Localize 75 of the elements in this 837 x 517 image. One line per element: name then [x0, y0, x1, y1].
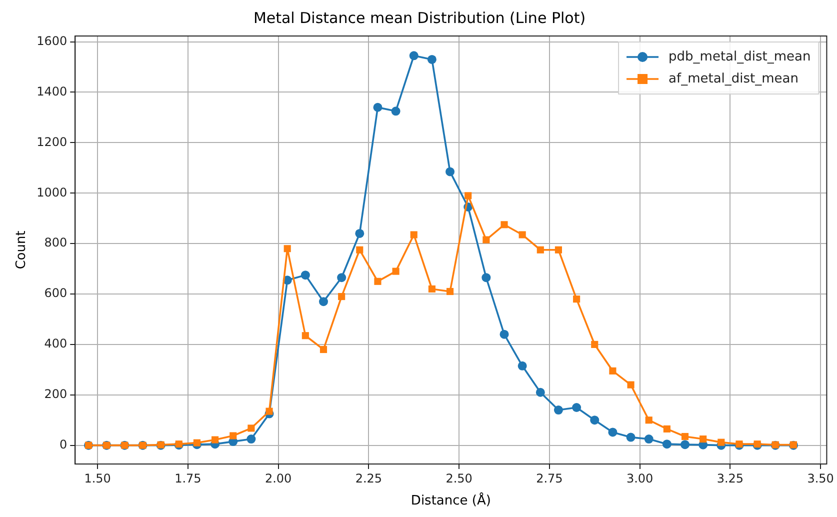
- point: [300, 270, 310, 280]
- x-tick-label: 1.50: [84, 471, 111, 486]
- point: [609, 367, 616, 374]
- x-tick-label: 1.75: [174, 471, 202, 486]
- point: [246, 434, 256, 444]
- x-tick-label: 2.00: [264, 471, 292, 486]
- y-tick-label: 1000: [36, 185, 68, 200]
- point: [626, 432, 636, 442]
- point: [482, 273, 491, 282]
- point: [193, 439, 201, 446]
- point: [608, 428, 618, 437]
- point: [392, 268, 400, 275]
- point: [319, 297, 328, 306]
- legend-label: pdb_metal_dist_mean: [668, 49, 811, 64]
- point: [554, 406, 563, 415]
- y-tick-label: 0: [60, 437, 68, 452]
- point: [518, 361, 527, 370]
- y-tick-label: 1600: [36, 34, 68, 48]
- point: [338, 292, 346, 300]
- point: [536, 388, 545, 397]
- x-tick-label: 2.25: [355, 471, 382, 486]
- point: [500, 221, 508, 228]
- point: [572, 403, 582, 412]
- point: [446, 167, 455, 176]
- point: [482, 236, 490, 244]
- point: [644, 434, 654, 444]
- x-tick-label: 3.25: [716, 471, 744, 486]
- point: [446, 288, 454, 296]
- x-axis-title: Distance (Å): [410, 492, 491, 509]
- point: [573, 296, 580, 303]
- y-tick-label: 200: [44, 387, 68, 402]
- point: [212, 436, 219, 444]
- point: [662, 440, 672, 449]
- point: [663, 425, 670, 432]
- point: [374, 278, 382, 285]
- point: [536, 246, 544, 254]
- y-tick-label: 1400: [36, 84, 68, 98]
- point: [500, 330, 509, 339]
- y-tick-label: 800: [44, 236, 68, 250]
- x-tick-label: 3.50: [807, 471, 834, 486]
- point: [700, 435, 707, 443]
- point: [391, 106, 400, 116]
- point: [302, 332, 309, 340]
- point: [627, 381, 634, 388]
- point: [591, 340, 598, 348]
- y-tick-label: 600: [44, 286, 68, 300]
- point: [284, 245, 291, 252]
- point: [320, 346, 328, 354]
- point: [554, 246, 562, 254]
- point: [356, 246, 364, 254]
- point: [590, 416, 600, 425]
- y-tick-label: 400: [44, 336, 68, 351]
- x-tick-label: 3.00: [626, 471, 654, 486]
- point: [645, 416, 652, 424]
- chart-title: Metal Distance mean Distribution (Line Plot): [253, 8, 586, 27]
- point: [464, 192, 472, 200]
- point: [681, 432, 689, 440]
- point: [428, 285, 436, 292]
- legend-label: af_metal_dist_mean: [668, 71, 799, 86]
- point: [355, 228, 364, 238]
- point: [409, 51, 418, 60]
- x-tick-label: 2.75: [536, 471, 563, 486]
- point: [518, 231, 526, 238]
- point: [427, 54, 436, 64]
- point: [230, 432, 237, 440]
- point: [337, 273, 346, 282]
- point: [248, 424, 255, 432]
- x-tick-label: 2.50: [446, 471, 472, 486]
- point: [373, 102, 382, 112]
- point: [718, 438, 725, 446]
- y-tick-label: 1200: [36, 134, 68, 149]
- point: [410, 231, 418, 238]
- y-axis-title: Count: [14, 230, 30, 270]
- point: [680, 440, 690, 450]
- point: [266, 408, 273, 415]
